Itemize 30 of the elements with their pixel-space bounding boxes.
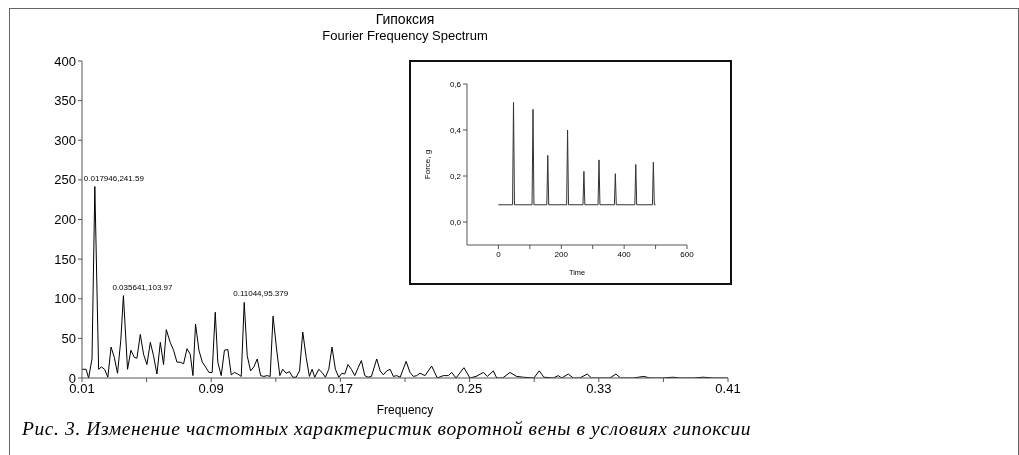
y-tick-label: 50 xyxy=(61,330,76,346)
y-tick-label: 150 xyxy=(54,251,76,267)
line-series xyxy=(497,101,657,206)
x-tick-label: 0.25 xyxy=(456,381,483,397)
y-tick-label: 200 xyxy=(54,212,76,228)
x-tick-label: 600 xyxy=(680,249,695,259)
chart-title: Гипоксия xyxy=(374,11,436,27)
x-tick-label: 0.33 xyxy=(586,381,612,397)
annotation: 0.035641,103.97 xyxy=(112,282,174,292)
y-tick-label: 300 xyxy=(54,132,76,148)
x-tick-label: 400 xyxy=(617,249,632,259)
annotation: 0.11044,95.379 xyxy=(233,289,289,299)
x-axis-title: Frequency xyxy=(376,403,434,417)
y-tick-label: 0,4 xyxy=(449,125,462,135)
x-tick-label: 0.09 xyxy=(198,381,224,397)
x-tick-label: 0 xyxy=(496,249,502,259)
y-tick-label: 400 xyxy=(54,53,76,69)
x-tick-label: 0.17 xyxy=(327,381,354,397)
y-tick-label: 0,0 xyxy=(449,217,462,227)
y-tick-label: 100 xyxy=(54,291,76,307)
y-tick-label: 0,6 xyxy=(449,79,462,89)
x-tick-label: 200 xyxy=(554,249,569,259)
y-tick-label: 250 xyxy=(54,172,76,188)
y-axis-title: Force, g xyxy=(422,149,432,180)
text: Рис. 3. Изменение частотных характеристик воротной вены в условиях гипоксии xyxy=(22,418,752,440)
chart-subtitle: Fourier Frequency Spectrum xyxy=(321,28,489,43)
y-tick-label: 0,2 xyxy=(449,171,462,181)
x-tick-label: 0.41 xyxy=(715,381,741,397)
annotation: 0.017946,241.59 xyxy=(83,173,145,183)
y-tick-label: 350 xyxy=(54,93,76,109)
